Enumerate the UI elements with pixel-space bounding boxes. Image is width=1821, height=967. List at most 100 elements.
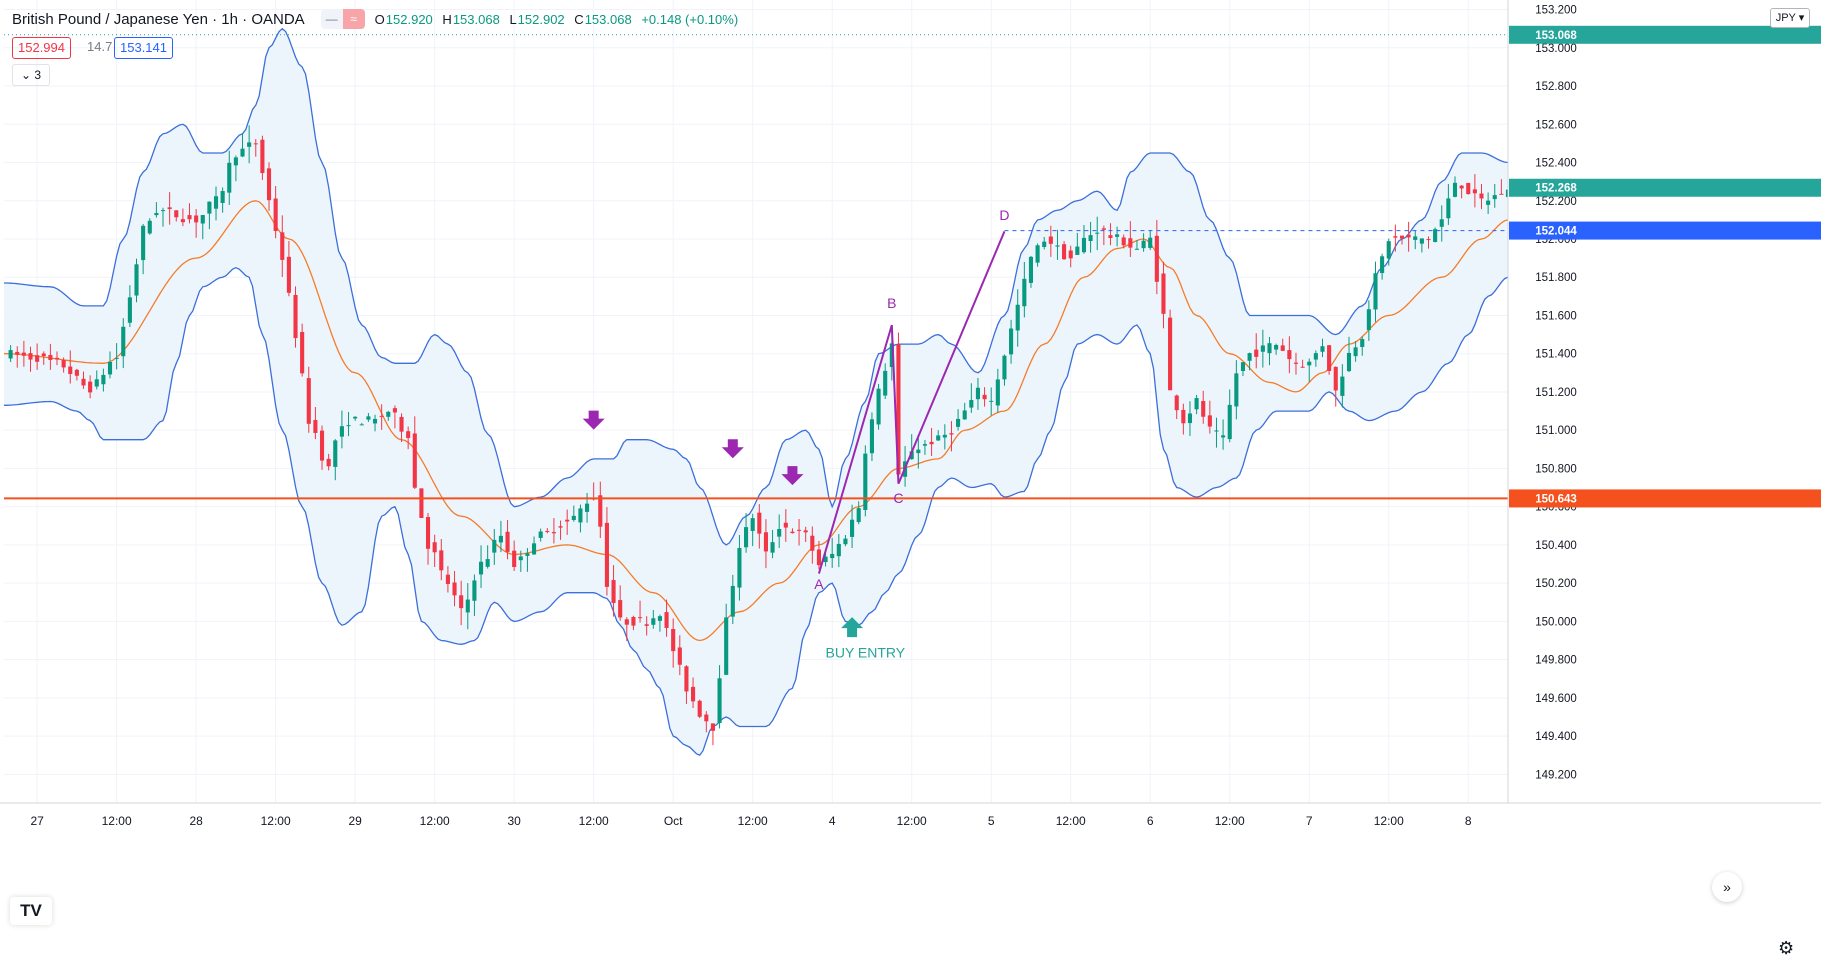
- candle: [1009, 319, 1014, 364]
- candle-body: [790, 531, 795, 534]
- candle-body: [472, 580, 477, 601]
- candle: [558, 520, 563, 540]
- candle-body: [319, 430, 325, 461]
- candle-body: [631, 617, 636, 626]
- candle: [929, 427, 934, 456]
- candle: [1048, 225, 1053, 257]
- y-tick-label: 150.400: [1535, 540, 1577, 552]
- sell-button[interactable]: 152.994: [12, 37, 71, 59]
- candle: [240, 133, 245, 158]
- candle: [651, 610, 656, 629]
- price-label: 152.268: [1535, 183, 1577, 195]
- y-tick-label: 152.800: [1535, 81, 1577, 93]
- candle-body: [1221, 435, 1226, 438]
- symbol-title[interactable]: British Pound / Japanese Yen · 1h · OAND…: [12, 10, 305, 28]
- candle: [1426, 236, 1431, 249]
- candle-body: [1181, 409, 1186, 424]
- candle-body: [995, 379, 1000, 406]
- candle: [1015, 289, 1020, 347]
- candle: [962, 402, 967, 420]
- candle: [1419, 238, 1424, 253]
- candle: [386, 410, 391, 421]
- candle-body: [803, 530, 808, 533]
- candle: [757, 504, 762, 549]
- candle-body: [671, 629, 676, 652]
- candle-body: [8, 350, 13, 359]
- toggle-line-icon[interactable]: —: [325, 12, 338, 26]
- candle: [1081, 224, 1087, 254]
- candle: [253, 139, 258, 157]
- abcd-pattern-line[interactable]: [897, 230, 1006, 485]
- candle: [604, 507, 609, 596]
- gear-icon[interactable]: ⚙: [1778, 938, 1795, 958]
- candle: [1499, 179, 1504, 195]
- grid-lines: [4, 0, 1508, 803]
- candle-body: [1452, 182, 1458, 197]
- candle-body: [286, 256, 291, 293]
- candle: [1174, 394, 1179, 420]
- candle-body: [1499, 193, 1504, 195]
- candle-body: [293, 294, 298, 339]
- candle-body: [883, 370, 888, 396]
- x-tick-label: 4: [829, 814, 836, 828]
- abcd-pattern-line[interactable]: [890, 324, 900, 484]
- candle-body: [684, 666, 689, 692]
- candle-body: [1439, 219, 1444, 227]
- candle-body: [1095, 232, 1100, 234]
- candle: [1466, 182, 1471, 195]
- candle-body: [81, 378, 86, 386]
- price-label-bg: [1509, 25, 1821, 44]
- candle: [1161, 261, 1166, 329]
- candle-body: [770, 542, 775, 553]
- candle-body: [710, 723, 715, 731]
- candle: [551, 518, 556, 544]
- candle: [816, 540, 821, 570]
- candle-body: [180, 219, 185, 223]
- candle-body: [253, 143, 258, 145]
- candle: [207, 201, 212, 230]
- candle-body: [512, 550, 517, 567]
- candle-body: [1134, 248, 1140, 250]
- candle-body: [412, 433, 417, 488]
- candle-body: [518, 556, 523, 561]
- candle: [1148, 230, 1153, 251]
- candle: [200, 214, 205, 240]
- candle: [359, 422, 364, 426]
- drawings: A B C D BUY ENTRY: [4, 34, 1508, 661]
- candle: [1373, 261, 1378, 322]
- candle-body: [704, 714, 709, 722]
- candle-body: [1168, 317, 1173, 391]
- candle: [127, 285, 132, 328]
- price-label-bg: [1509, 221, 1821, 240]
- abcd-pattern-line[interactable]: [817, 324, 893, 574]
- y-tick-label: 150.200: [1535, 578, 1577, 590]
- candle-body: [1121, 237, 1126, 246]
- candle-body: [717, 678, 722, 723]
- candle: [1154, 220, 1159, 295]
- currency-button[interactable]: JPY ▾: [1770, 8, 1810, 28]
- candle: [717, 665, 722, 729]
- currency-label: JPY: [1775, 12, 1796, 24]
- candle: [485, 545, 490, 569]
- candle: [1486, 192, 1491, 214]
- candle: [15, 346, 20, 368]
- candle: [1333, 366, 1338, 407]
- toggle-wave-icon[interactable]: ≈: [342, 9, 365, 29]
- scroll-to-realtime-button[interactable]: »: [1712, 872, 1742, 902]
- candle: [498, 520, 503, 553]
- candle: [1101, 225, 1106, 246]
- candle-body: [1062, 244, 1067, 260]
- y-tick-label: 152.600: [1535, 119, 1577, 131]
- candle: [154, 202, 159, 218]
- candle: [366, 413, 371, 422]
- candle-body: [531, 543, 537, 555]
- y-tick-label: 150.000: [1535, 616, 1577, 628]
- chart-style-toggle[interactable]: — ≈: [320, 9, 365, 29]
- candle: [54, 351, 60, 366]
- candle-body: [94, 379, 99, 387]
- buy-button[interactable]: 153.141: [114, 37, 173, 59]
- candle-body: [843, 538, 848, 545]
- candle-body: [68, 366, 73, 374]
- indicators-toggle[interactable]: ⌄ 3: [12, 64, 50, 86]
